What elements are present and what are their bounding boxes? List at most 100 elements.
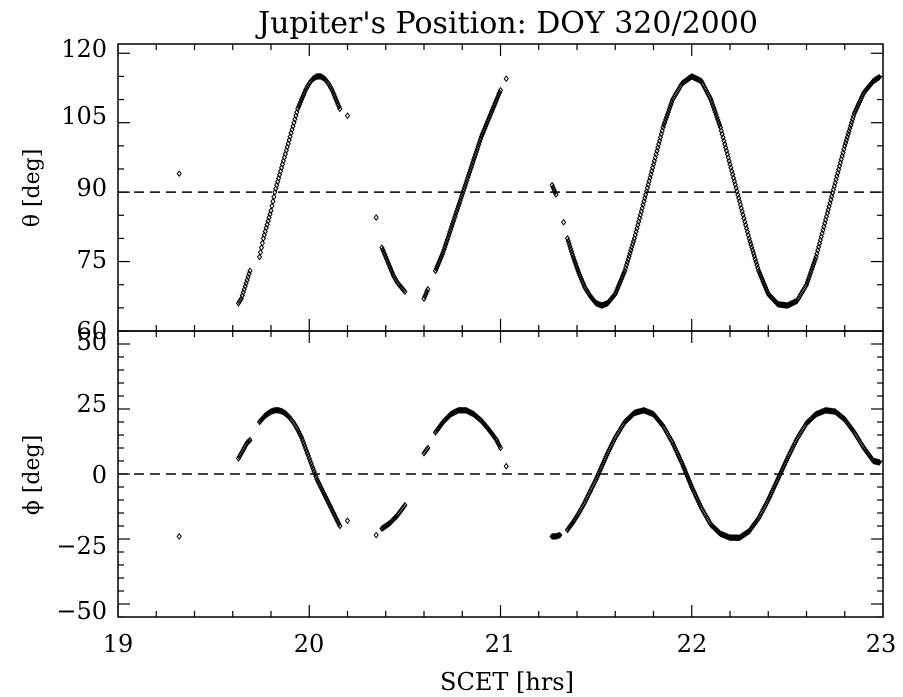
phi-data-point <box>312 470 318 478</box>
theta-data-point <box>716 118 722 126</box>
theta-y-tick-label: 60 <box>76 317 107 345</box>
theta-data-point <box>573 262 580 270</box>
theta-data-point <box>573 260 579 268</box>
theta-data-point <box>574 265 580 272</box>
theta-data-point <box>757 271 764 279</box>
theta-data-point <box>748 240 754 248</box>
theta-data-point <box>271 193 277 201</box>
phi-data-point <box>770 485 777 493</box>
phi-data-point <box>299 436 306 444</box>
theta-data-point <box>754 261 760 269</box>
phi-data-point <box>308 460 314 468</box>
phi-data-point <box>298 434 305 442</box>
theta-data-point <box>711 106 717 114</box>
phi-series <box>176 406 882 542</box>
theta-data-point <box>678 81 684 89</box>
phi-data-point <box>557 531 563 539</box>
phi-data-point <box>774 477 780 485</box>
theta-data-point <box>714 113 720 121</box>
theta-data-point <box>856 100 862 108</box>
theta-data-point <box>333 96 339 103</box>
phi-data-point <box>681 464 687 472</box>
theta-data-point <box>373 214 379 222</box>
phi-data-point <box>300 439 307 447</box>
phi-data-point <box>781 462 787 470</box>
phi-data-point <box>311 467 317 475</box>
theta-data-point <box>715 116 721 124</box>
theta-data-point <box>749 243 755 251</box>
theta-data-point <box>332 93 338 101</box>
x-axis-label: SCET [hrs] <box>440 668 574 696</box>
theta-data-point <box>329 86 335 94</box>
phi-data-point <box>682 466 688 474</box>
phi-data-point <box>373 531 379 539</box>
phi-y-axis-label: ϕ [deg] <box>20 435 45 515</box>
phi-data-point <box>778 468 784 476</box>
theta-y-tick-label: 105 <box>61 102 107 130</box>
phi-data-point <box>772 481 778 489</box>
phi-data-point <box>776 473 782 481</box>
theta-data-point <box>247 267 253 275</box>
theta-data-point <box>752 255 758 263</box>
theta-data-point <box>256 253 263 261</box>
theta-data-point <box>852 108 858 115</box>
phi-data-point <box>875 458 881 466</box>
theta-data-point <box>379 244 385 252</box>
theta-data-point <box>237 296 244 304</box>
phi-data-point <box>874 458 881 466</box>
theta-data-point <box>550 184 556 191</box>
theta-data-point <box>337 105 343 113</box>
theta-data-point <box>497 86 504 94</box>
phi-data-point <box>766 494 772 502</box>
phi-plot-frame <box>117 330 884 618</box>
theta-data-point <box>709 101 716 109</box>
theta-data-point <box>567 242 573 250</box>
theta-data-point <box>851 110 857 117</box>
theta-data-point <box>570 253 576 261</box>
theta-data-point <box>381 248 387 256</box>
theta-data-point <box>402 288 408 296</box>
phi-data-point <box>769 487 776 494</box>
theta-data-point <box>755 264 761 272</box>
theta-data-point <box>269 202 275 210</box>
phi-data-point <box>771 483 777 491</box>
x-tick-label: 22 <box>677 630 708 658</box>
phi-data-point <box>301 441 308 449</box>
theta-data-point <box>712 108 718 116</box>
theta-data-point <box>709 98 715 106</box>
theta-data-point <box>334 98 340 106</box>
theta-data-point <box>750 249 757 257</box>
theta-data-point <box>385 258 391 265</box>
phi-data-point <box>247 436 253 444</box>
phi-data-point <box>773 479 779 487</box>
phi-data-point <box>307 457 313 465</box>
phi-data-point <box>683 470 690 478</box>
phi-data-point <box>176 532 182 540</box>
phi-data-point <box>776 471 783 479</box>
phi-y-tick-label: 0 <box>92 461 107 489</box>
phi-data-point <box>402 501 408 509</box>
theta-y-axis-label: θ [deg] <box>20 149 45 228</box>
phi-data-point <box>768 490 774 498</box>
theta-data-point <box>746 234 752 242</box>
theta-data-point <box>384 255 390 263</box>
theta-panel: 60 75 90 105 120 θ [deg] <box>20 35 884 345</box>
phi-data-point <box>779 466 785 474</box>
theta-data-point <box>759 275 765 283</box>
phi-data-point <box>765 496 771 504</box>
theta-data-point <box>579 277 585 285</box>
theta-data-point <box>380 246 386 254</box>
phi-data-point <box>337 522 343 530</box>
theta-data-point <box>713 111 719 119</box>
theta-data-point <box>257 248 264 256</box>
theta-data-point <box>760 277 766 285</box>
phi-data-point <box>310 465 316 473</box>
theta-data-point <box>389 269 396 277</box>
theta-data-point <box>859 92 865 100</box>
theta-data-point <box>386 262 393 270</box>
theta-data-point <box>580 279 586 287</box>
phi-y-tick-label: 25 <box>76 390 107 418</box>
phi-data-point <box>775 475 781 483</box>
theta-data-point <box>758 273 764 281</box>
phi-data-point <box>303 447 310 455</box>
